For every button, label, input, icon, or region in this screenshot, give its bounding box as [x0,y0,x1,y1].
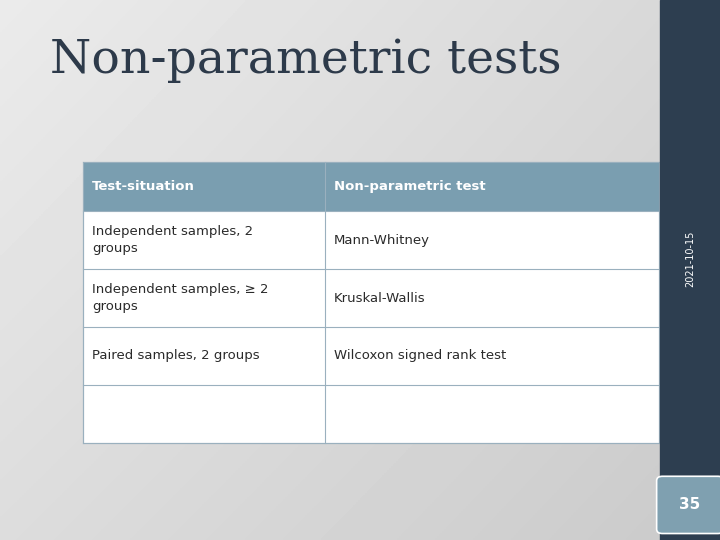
Text: 2021-10-15: 2021-10-15 [685,231,695,287]
Text: Independent samples, 2
groups: Independent samples, 2 groups [92,225,253,255]
Text: Non-parametric tests: Non-parametric tests [50,38,562,83]
Text: 35: 35 [680,497,701,512]
Text: Test-situation: Test-situation [92,180,195,193]
Text: Independent samples, ≥ 2
groups: Independent samples, ≥ 2 groups [92,283,269,313]
Text: Non-parametric test: Non-parametric test [334,180,486,193]
Text: Mann-Whitney: Mann-Whitney [334,234,430,247]
Text: Paired samples, 2 groups: Paired samples, 2 groups [92,349,260,362]
Text: Wilcoxon signed rank test: Wilcoxon signed rank test [334,349,506,362]
Text: Kruskal-Wallis: Kruskal-Wallis [334,292,426,305]
